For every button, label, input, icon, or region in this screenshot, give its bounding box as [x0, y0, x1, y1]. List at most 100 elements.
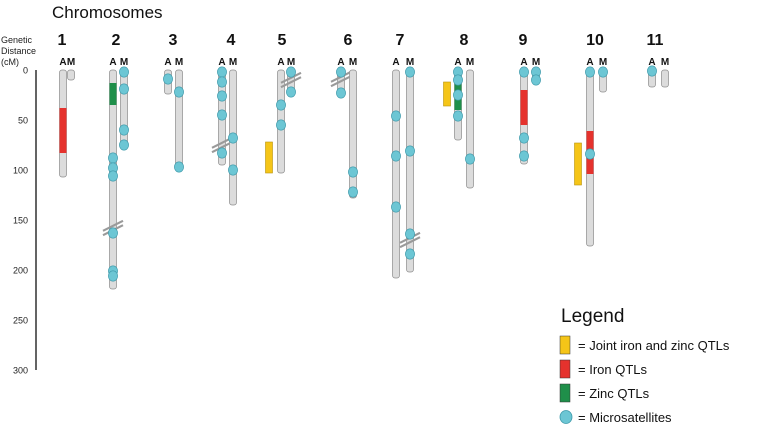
- break-mark: [102, 219, 124, 232]
- map-label-m: M: [287, 57, 295, 68]
- map-label-m: M: [661, 57, 669, 68]
- joint-qtl: [265, 141, 273, 174]
- microsatellite-marker: [119, 83, 129, 95]
- break-mark: [211, 141, 233, 154]
- microsatellite-marker: [228, 132, 238, 144]
- map-label-m: M: [532, 57, 540, 68]
- axis-tick-label: 50: [18, 116, 28, 126]
- chromosome-number: 1: [58, 32, 67, 49]
- legend-title: Legend: [561, 306, 624, 327]
- microsatellite-marker: [405, 228, 415, 240]
- microsatellite-marker: [391, 150, 401, 162]
- break-mark: [330, 75, 352, 88]
- chromosome-2: 2 A M: [102, 32, 129, 290]
- microsatellite-marker: [276, 99, 286, 111]
- chromosome-bar-m: [120, 69, 128, 149]
- microsatellite-marker: [217, 66, 227, 78]
- microsatellite-marker: [348, 166, 358, 178]
- map-label-a: A: [392, 57, 399, 68]
- microsatellite-marker: [276, 119, 286, 131]
- chromosome-number: 5: [278, 32, 287, 49]
- microsatellite-marker: [598, 66, 608, 78]
- axis-label-line: (cM): [1, 57, 19, 67]
- legend: Legend = Joint iron and zinc QTLs = Iron …: [559, 306, 730, 425]
- microsatellite-marker: [405, 66, 415, 78]
- chromosome-bar-a: [392, 69, 400, 279]
- chromosome-number: 9: [519, 32, 528, 49]
- legend-joint-swatch: [559, 335, 571, 355]
- microsatellite-marker: [108, 227, 118, 239]
- map-label-m: M: [120, 57, 128, 68]
- chromosome-1: 1 A M: [58, 32, 75, 178]
- map-label-a: A: [218, 57, 225, 68]
- chromosome-number: 6: [344, 32, 353, 49]
- microsatellite-marker: [647, 65, 657, 77]
- map-label-a: A: [277, 57, 284, 68]
- microsatellite-marker: [336, 66, 346, 78]
- microsatellite-marker: [217, 147, 227, 159]
- map-label-a: A: [454, 57, 461, 68]
- chromosome-4: 4A M: [211, 32, 238, 206]
- chromosome-bar-m: [466, 69, 474, 189]
- legend-microsatellite-icon: [559, 410, 573, 424]
- microsatellite-marker: [174, 86, 184, 98]
- map-label-a: A: [586, 57, 593, 68]
- microsatellite-marker: [108, 152, 118, 164]
- chromosome-number: 2: [112, 32, 121, 49]
- microsatellite-marker: [453, 89, 463, 101]
- map-label-a: A: [109, 57, 116, 68]
- microsatellite-marker: [217, 90, 227, 102]
- chromosome-9: 9 A M: [519, 32, 541, 165]
- microsatellite-marker: [119, 139, 129, 151]
- chromosome-number: 4: [227, 32, 236, 49]
- axis-tick-label: 250: [13, 316, 28, 326]
- distance-axis: 0 50 100 150 200 250 300: [13, 66, 37, 376]
- legend-zinc-swatch: [559, 383, 571, 403]
- map-label-a: A: [164, 57, 171, 68]
- microsatellite-marker: [119, 66, 129, 78]
- iron-qtl: [59, 108, 67, 153]
- microsatellite-marker: [391, 110, 401, 122]
- map-label-m: M: [175, 57, 183, 68]
- microsatellite-marker: [391, 201, 401, 213]
- microsatellite-marker: [585, 148, 595, 160]
- chromosome-10: 10 A M: [574, 32, 608, 247]
- microsatellite-marker: [465, 153, 475, 165]
- zinc-qtl: [109, 83, 117, 105]
- legend-label: = Zinc QTLs: [578, 386, 650, 401]
- microsatellite-marker: [453, 110, 463, 122]
- map-label-m: M: [67, 57, 75, 68]
- break-mark: [280, 71, 302, 84]
- chromosome-7: 7 A M: [391, 32, 421, 279]
- axis-label-line: Genetic: [1, 35, 33, 45]
- chromosome-bar-m: [661, 69, 669, 88]
- map-label-m: M: [466, 57, 474, 68]
- microsatellite-marker: [174, 161, 184, 173]
- microsatellite-marker: [228, 164, 238, 176]
- microsatellite-marker: [453, 74, 463, 86]
- chromosome-number: 8: [460, 32, 469, 49]
- map-label-a: A: [648, 57, 655, 68]
- legend-label: = Iron QTLs: [578, 362, 647, 377]
- chromosome-bar-m: [67, 69, 75, 81]
- axis-tick-label: 0: [23, 66, 28, 76]
- chromosome-6: 6A M: [330, 32, 358, 199]
- microsatellite-marker: [163, 73, 173, 85]
- microsatellite-marker: [531, 74, 541, 86]
- break-mark: [280, 76, 302, 89]
- microsatellite-marker: [336, 87, 346, 99]
- legend-iron-swatch: [559, 359, 571, 379]
- break-mark: [399, 236, 421, 249]
- chromosome-11: 11 A M: [647, 32, 669, 88]
- microsatellite-marker: [108, 170, 118, 182]
- map-label-m: M: [406, 57, 414, 68]
- microsatellite-marker: [108, 270, 118, 282]
- legend-label: = Joint iron and zinc QTLs: [578, 338, 730, 353]
- microsatellite-marker: [217, 76, 227, 88]
- microsatellite-marker: [119, 124, 129, 136]
- microsatellite-marker: [519, 66, 529, 78]
- axis-tick-label: 150: [13, 216, 28, 226]
- chromosome-bar-m: [349, 69, 357, 199]
